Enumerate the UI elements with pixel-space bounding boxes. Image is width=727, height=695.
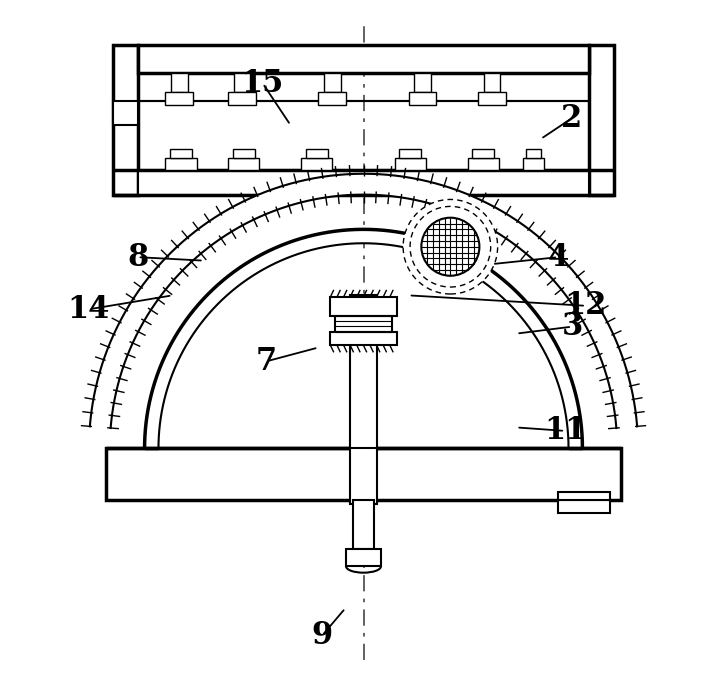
Bar xyxy=(171,73,188,92)
Bar xyxy=(106,448,621,500)
Bar xyxy=(350,295,377,448)
Bar xyxy=(228,158,260,170)
Polygon shape xyxy=(90,174,637,428)
Bar xyxy=(166,158,197,170)
Bar xyxy=(414,73,431,92)
Bar xyxy=(467,158,499,170)
Bar xyxy=(137,45,590,73)
Bar xyxy=(409,92,436,105)
Bar xyxy=(233,149,254,158)
Bar xyxy=(346,549,381,566)
Text: 12: 12 xyxy=(565,291,607,321)
Bar xyxy=(137,170,590,195)
Polygon shape xyxy=(145,229,582,448)
Bar xyxy=(233,73,250,92)
Bar xyxy=(331,297,396,316)
Text: 8: 8 xyxy=(127,242,148,272)
Text: 4: 4 xyxy=(547,242,569,272)
Bar xyxy=(166,92,193,105)
Bar xyxy=(478,92,506,105)
Bar xyxy=(590,45,614,195)
Circle shape xyxy=(403,199,498,294)
Text: 15: 15 xyxy=(241,68,284,99)
Text: 2: 2 xyxy=(561,103,582,133)
Text: 9: 9 xyxy=(311,621,332,651)
Bar xyxy=(395,158,426,170)
Bar xyxy=(558,492,610,500)
Bar xyxy=(523,158,545,170)
Bar xyxy=(324,73,340,92)
Bar xyxy=(558,500,610,513)
Bar xyxy=(483,73,500,92)
Bar xyxy=(335,316,392,332)
Bar xyxy=(113,101,137,125)
Bar xyxy=(170,149,192,158)
Text: 11: 11 xyxy=(544,416,586,446)
Text: 14: 14 xyxy=(68,294,111,325)
Bar xyxy=(526,149,541,158)
Bar xyxy=(228,92,256,105)
Bar xyxy=(331,332,396,345)
Bar xyxy=(318,92,346,105)
Text: 3: 3 xyxy=(561,311,582,342)
Bar xyxy=(305,149,328,158)
Bar xyxy=(113,45,137,195)
Bar xyxy=(399,149,422,158)
Bar xyxy=(350,445,377,504)
Bar xyxy=(301,158,332,170)
Bar xyxy=(353,500,374,549)
Text: 7: 7 xyxy=(256,346,277,377)
Bar xyxy=(473,149,494,158)
